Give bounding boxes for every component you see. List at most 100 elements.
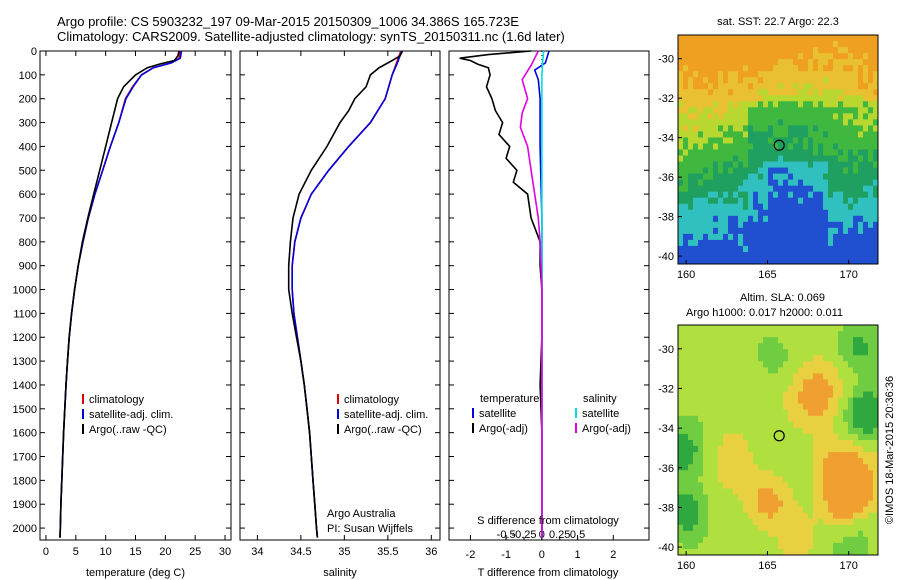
sla-map-cell — [858, 355, 864, 362]
sst-map-cell — [768, 41, 774, 48]
sla-map-ytick-label: -30 — [658, 344, 674, 356]
sst-map-cell — [713, 191, 719, 199]
sla-map-cell — [718, 373, 724, 380]
sla-map-cell — [778, 548, 784, 556]
sst-map-cell — [708, 77, 714, 84]
sla-map-cell — [833, 542, 839, 550]
sst-map-cell — [838, 155, 844, 162]
sla-map-cell — [843, 397, 849, 405]
sla-map-cell — [853, 379, 859, 386]
sla-map-cell — [688, 337, 694, 344]
sla-map-cell — [873, 482, 879, 489]
sst-map-cell — [693, 107, 699, 114]
sla-map-cell — [853, 349, 859, 356]
sla-map-cell — [788, 385, 794, 392]
sst-map-cell — [763, 143, 769, 150]
sst-map-cell — [788, 113, 794, 120]
sst-map-cell — [803, 113, 809, 120]
sst-map-cell — [863, 233, 869, 241]
sla-map-cell — [763, 373, 769, 380]
sla-map-cell — [793, 494, 799, 501]
sst-map-cell — [833, 143, 839, 150]
sst-map-cell — [768, 59, 774, 66]
sst-map-cell — [843, 131, 849, 138]
sla-map-cell — [743, 452, 749, 459]
sla-map-cell — [678, 548, 684, 556]
sla-map-cell — [728, 524, 734, 532]
sst-map-cell — [718, 221, 724, 229]
temperature-ytick-label: 1800 — [13, 475, 37, 487]
sst-map-cell — [848, 89, 854, 96]
sst-map-cell — [763, 131, 769, 138]
sst-map-cell — [843, 77, 849, 84]
sla-map-cell — [678, 337, 684, 344]
sla-map-cell — [813, 355, 819, 362]
sst-map-cell — [838, 149, 844, 156]
sst-map-cell — [818, 53, 824, 60]
sla-map-cell — [708, 355, 714, 362]
sst-map-cell — [823, 143, 829, 150]
sla-map-cell — [793, 367, 799, 374]
sla-map-cell — [783, 464, 789, 471]
sst-map-cell — [788, 155, 794, 162]
sla-map-cell — [873, 391, 879, 399]
sst-map-cell — [858, 119, 864, 126]
sst-map-cell — [873, 113, 879, 120]
sst-map-cell — [873, 137, 879, 144]
sla-map-cell — [843, 446, 849, 453]
sla-map-cell — [698, 464, 704, 471]
sla-map-cell — [778, 361, 784, 368]
sst-map-cell — [748, 257, 754, 265]
sst-map-cell — [838, 77, 844, 84]
sst-map-cell — [818, 257, 824, 265]
sst-map-cell — [723, 215, 729, 223]
sst-map-cell — [778, 161, 784, 168]
sst-map-cell — [743, 137, 749, 144]
sst-map-cell — [858, 251, 864, 259]
sst-map-cell — [753, 59, 759, 66]
sst-map-cell — [708, 149, 714, 156]
sst-map-cell — [863, 35, 869, 42]
sst-map-cell — [698, 143, 704, 150]
sst-map-cell — [708, 83, 714, 90]
sla-map-cell — [858, 433, 864, 441]
sla-map-cell — [803, 385, 809, 392]
sla-map-cell — [708, 530, 714, 538]
sla-map-cell — [713, 446, 719, 453]
sst-map-cell — [853, 137, 859, 144]
sla-map-cell — [713, 409, 719, 417]
sst-map-cell — [693, 35, 699, 42]
difference-xtick-label: -2 — [466, 549, 476, 561]
sst-map-cell — [738, 233, 744, 241]
sst-map-cell — [688, 143, 694, 150]
sla-map-cell — [783, 361, 789, 368]
sla-map-cell — [753, 452, 759, 459]
sst-map-cell — [678, 35, 684, 42]
sst-map-cell — [868, 65, 874, 72]
sst-map-cell — [818, 215, 824, 223]
sst-map-cell — [778, 95, 784, 102]
sst-map-cell — [788, 125, 794, 132]
sst-map-cell — [768, 77, 774, 84]
sla-map-cell — [743, 415, 749, 423]
sst-map-cell — [828, 35, 834, 42]
sla-map-cell — [773, 361, 779, 368]
sst-map-cell — [843, 173, 849, 181]
sla-map-cell — [848, 536, 854, 544]
sst-map-cell — [818, 41, 824, 48]
sst-map-cell — [833, 197, 839, 205]
sla-map-cell — [738, 397, 744, 405]
sla-map-cell — [873, 452, 879, 459]
sst-map-cell — [798, 149, 804, 156]
sst-map-cell — [768, 179, 774, 187]
temperature-ytick-label: 500 — [19, 165, 37, 177]
sst-map-cell — [818, 245, 824, 253]
sst-map-cell — [798, 125, 804, 132]
sla-map-cell — [703, 391, 709, 399]
sst-map-cell — [748, 251, 754, 259]
sla-map-cell — [828, 421, 834, 429]
sla-map-cell — [728, 476, 734, 483]
sst-map-cell — [733, 203, 739, 211]
sla-map-cell — [748, 385, 754, 392]
sst-map-cell — [728, 179, 734, 187]
